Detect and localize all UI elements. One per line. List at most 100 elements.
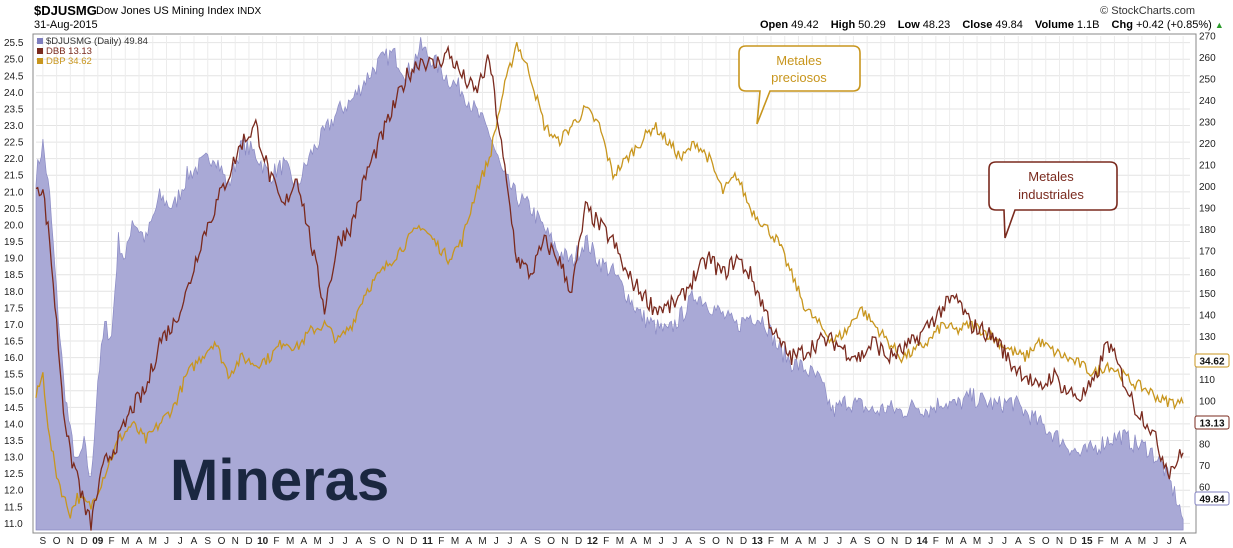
left-tick-label: 11.5	[4, 502, 23, 513]
last-value-text: 49.84	[1199, 495, 1224, 506]
left-axis: 11.0 11.5 12.0 12.5 13.0 13.5 14.0 14.5 15.0 15.5…	[4, 38, 24, 530]
up-arrow-icon: ▲	[1214, 20, 1224, 30]
x-tick-label: 09	[92, 536, 104, 547]
x-tick-label: N	[726, 536, 733, 547]
x-tick-label: D	[740, 536, 747, 547]
x-tick-label: S	[1029, 536, 1036, 547]
x-tick-label: 12	[587, 536, 599, 547]
x-tick-label: M	[643, 536, 651, 547]
x-tick-label: F	[109, 536, 115, 547]
right-tick-label: 250	[1199, 74, 1216, 85]
right-tick-label: 140	[1199, 311, 1216, 322]
x-tick-label: M	[286, 536, 294, 547]
x-tick-label: D	[905, 536, 912, 547]
x-tick-label: A	[960, 536, 967, 547]
low-value: 48.23	[922, 19, 951, 31]
chart-overlay-title: Mineras	[170, 448, 389, 513]
x-tick-label: A	[850, 536, 857, 547]
left-tick-label: 13.0	[4, 453, 24, 464]
x-tick-label: M	[1138, 536, 1146, 547]
x-tick-label: A	[1015, 536, 1022, 547]
x-tick-label: D	[80, 536, 87, 547]
x-tick-label: F	[438, 536, 444, 547]
right-tick-label: 230	[1199, 117, 1216, 128]
volume-label: Volume	[1034, 19, 1074, 31]
x-tick-label: F	[768, 536, 774, 547]
x-tick-label: J	[1002, 536, 1007, 547]
right-tick-label: 220	[1199, 139, 1216, 150]
exchange-label: INDX	[237, 6, 262, 17]
left-tick-label: 19.5	[4, 237, 24, 248]
precious-callout-line1: Metales	[776, 53, 822, 68]
x-tick-label: N	[67, 536, 74, 547]
industrial-callout: Metales industriales	[988, 161, 1118, 239]
last-value-text: 13.13	[1199, 419, 1224, 430]
x-tick-label: O	[1042, 536, 1050, 547]
right-tick-label: 160	[1199, 268, 1216, 279]
left-tick-label: 11.0	[4, 519, 23, 530]
right-tick-label: 170	[1199, 246, 1216, 257]
left-tick-label: 25.0	[4, 55, 24, 66]
chg-label: Chg	[1111, 19, 1133, 31]
high-value: 50.29	[858, 19, 886, 31]
x-axis: S O N D 09 F M A M J J A S O N D 10 F M A M J J A S O N D 11 F M A M J J A S…	[40, 536, 1187, 547]
x-tick-label: M	[781, 536, 789, 547]
x-tick-label: F	[273, 536, 279, 547]
source-label: © StockCharts.com	[1100, 5, 1195, 17]
x-tick-label: F	[1098, 536, 1104, 547]
series-line-dbb	[35, 44, 1184, 531]
legend-swatch	[37, 58, 43, 64]
x-tick-label: A	[136, 536, 143, 547]
x-tick-label: D	[410, 536, 417, 547]
x-tick-label: A	[685, 536, 692, 547]
x-tick-label: M	[121, 536, 129, 547]
x-tick-label: M	[616, 536, 624, 547]
open-label: Open	[760, 19, 789, 31]
x-tick-label: J	[329, 536, 334, 547]
left-tick-label: 23.0	[4, 121, 24, 132]
industrial-callout-line2: industriales	[1018, 187, 1084, 202]
right-tick-label: 260	[1199, 53, 1216, 64]
right-tick-label: 180	[1199, 225, 1216, 236]
x-tick-label: J	[823, 536, 828, 547]
right-tick-label: 240	[1199, 96, 1216, 107]
x-tick-label: S	[699, 536, 706, 547]
chg-value: +0.42 (+0.85%)	[1135, 19, 1212, 31]
last-value-text: 34.62	[1199, 357, 1224, 368]
x-tick-label: M	[808, 536, 816, 547]
x-tick-label: M	[945, 536, 953, 547]
high-label: High	[830, 19, 856, 31]
x-tick-label: M	[313, 536, 321, 547]
precious-callout-line2: preciosos	[771, 70, 827, 85]
x-tick-label: J	[507, 536, 512, 547]
left-tick-label: 12.0	[4, 486, 24, 497]
ticker-symbol: $DJUSMG	[34, 3, 97, 18]
x-tick-label: F	[933, 536, 939, 547]
x-tick-label: M	[1110, 536, 1118, 547]
close-label: Close	[962, 19, 993, 31]
right-tick-label: 270	[1199, 32, 1216, 43]
x-tick-label: S	[369, 536, 376, 547]
x-tick-label: A	[520, 536, 527, 547]
industrial-callout-box	[988, 161, 1118, 239]
left-tick-label: 19.0	[4, 254, 24, 265]
x-tick-label: A	[356, 536, 363, 547]
x-tick-label: J	[164, 536, 169, 547]
quote-bar: Open 49.42 High 50.29 Low 48.23 Close 49.84 …	[760, 19, 1224, 31]
x-tick-label: 11	[422, 536, 433, 547]
left-tick-label: 18.5	[4, 270, 24, 281]
right-tick-label: 70	[1199, 461, 1211, 472]
x-tick-label: O	[547, 536, 555, 547]
left-tick-label: 12.5	[4, 469, 24, 480]
right-axis: 6070809010011012013014015016017018019020…	[1199, 32, 1216, 494]
x-tick-label: O	[877, 536, 885, 547]
x-tick-label: A	[795, 536, 802, 547]
left-tick-label: 22.0	[4, 154, 24, 165]
left-tick-label: 24.5	[4, 71, 24, 82]
x-tick-label: M	[478, 536, 486, 547]
x-tick-label: M	[451, 536, 459, 547]
x-tick-label: J	[343, 536, 348, 547]
last-value-box	[1194, 353, 1230, 368]
left-tick-label: 23.5	[4, 104, 24, 115]
